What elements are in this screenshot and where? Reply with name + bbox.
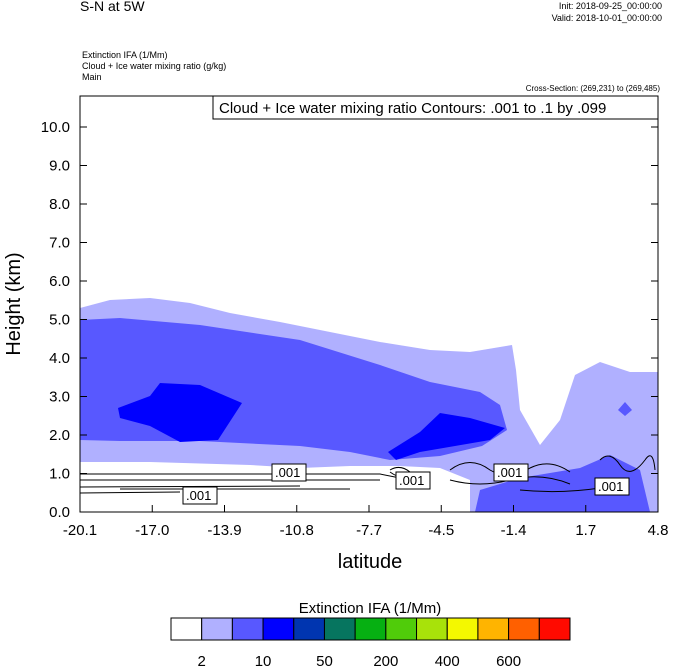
- valid-time: Valid: 2018-10-01_00:00:00: [551, 13, 662, 23]
- extinction-region-10-50: [618, 402, 632, 416]
- y-axis: 0.0 1.0 2.0 3.0 4.0 5.0 6.0 7.0 8.0 9.0 10.0: [41, 119, 658, 521]
- y-tick-label: 5.0: [49, 312, 70, 329]
- colorbar-swatch: [538, 617, 571, 641]
- field-label-extinction: Extinction IFA (1/Mm): [82, 50, 168, 60]
- colorbar: [170, 617, 571, 641]
- contour-legend-text: Cloud + Ice water mixing ratio Contours:…: [219, 100, 606, 117]
- y-tick-label: 0.0: [49, 504, 70, 521]
- colorbar-labels: 2 10 50 200 400 600: [198, 653, 522, 668]
- colorbar-label: 600: [496, 653, 521, 668]
- colorbar-swatch: [170, 617, 203, 641]
- y-tick-label: 4.0: [49, 350, 70, 367]
- x-tick-label: 4.8: [648, 522, 669, 539]
- y-tick-label: 2.0: [49, 427, 70, 444]
- colorbar-swatch: [385, 617, 418, 641]
- colorbar-swatch: [293, 617, 325, 641]
- colorbar-swatch: [231, 617, 264, 641]
- contour-label: .001: [186, 488, 211, 503]
- colorbar-label: 50: [316, 653, 333, 668]
- field-label-main: Main: [82, 72, 102, 82]
- x-tick-label: -13.9: [207, 522, 241, 539]
- colorbar-swatch: [354, 617, 387, 641]
- contour-label: .001: [399, 473, 424, 488]
- extinction-region-50-200: [388, 413, 505, 460]
- x-tick-label: -1.4: [501, 522, 527, 539]
- x-tick-label: -7.7: [356, 522, 382, 539]
- extinction-region-10-50: [475, 455, 650, 512]
- colorbar-label: 2: [198, 653, 206, 668]
- extinction-region-50-200: [118, 383, 242, 442]
- colorbar-label: 10: [255, 653, 272, 668]
- colorbar-swatch: [262, 617, 295, 641]
- colorbar-label: 200: [373, 653, 398, 668]
- colorbar-swatch: [446, 617, 479, 641]
- contour-label: .001: [598, 479, 623, 494]
- field-label-cloud-ice: Cloud + Ice water mixing ratio (g/kg): [82, 61, 227, 71]
- x-tick-label: -4.5: [428, 522, 454, 539]
- contour-label: .001: [497, 465, 522, 480]
- y-tick-label: 7.0: [49, 235, 70, 252]
- y-tick-label: 10.0: [41, 119, 70, 136]
- y-tick-label: 9.0: [49, 158, 70, 175]
- x-tick-label: 1.7: [575, 522, 596, 539]
- x-tick-label: -20.1: [63, 522, 97, 539]
- contour-legend-box: [212, 95, 659, 120]
- x-tick-label: -10.8: [280, 522, 314, 539]
- y-tick-label: 6.0: [49, 273, 70, 290]
- y-tick-label: 8.0: [49, 196, 70, 213]
- x-axis: -20.1 -17.0 -13.9 -10.8 -7.7 -4.5 -1.4 1.7 4.8: [63, 505, 669, 539]
- y-axis-label: Height (km): [3, 252, 25, 355]
- colorbar-swatch: [416, 617, 448, 641]
- x-axis-label: latitude: [338, 551, 403, 573]
- colorbar-swatch: [323, 617, 356, 641]
- filled-contours: [80, 298, 658, 512]
- contour-line: [79, 473, 421, 494]
- colorbar-swatch: [201, 617, 233, 641]
- colorbar-swatch: [477, 617, 510, 641]
- contour-label: .001: [275, 465, 300, 480]
- y-tick-label: 1.0: [49, 466, 70, 483]
- x-tick-label: -17.0: [135, 522, 169, 539]
- init-time: Init: 2018-09-25_00:00:00: [558, 1, 662, 11]
- contour-labels: .001 .001 .001 .001 .001: [182, 463, 630, 505]
- colorbar-label: 400: [435, 653, 460, 668]
- plot-title: S-N at 5W: [80, 0, 145, 14]
- cross-section-label: Cross-Section: (269,231) to (269,485): [525, 84, 660, 93]
- colorbar-swatch: [508, 617, 540, 641]
- y-tick-label: 3.0: [49, 389, 70, 406]
- colorbar-title: Extinction IFA (1/Mm): [299, 600, 442, 617]
